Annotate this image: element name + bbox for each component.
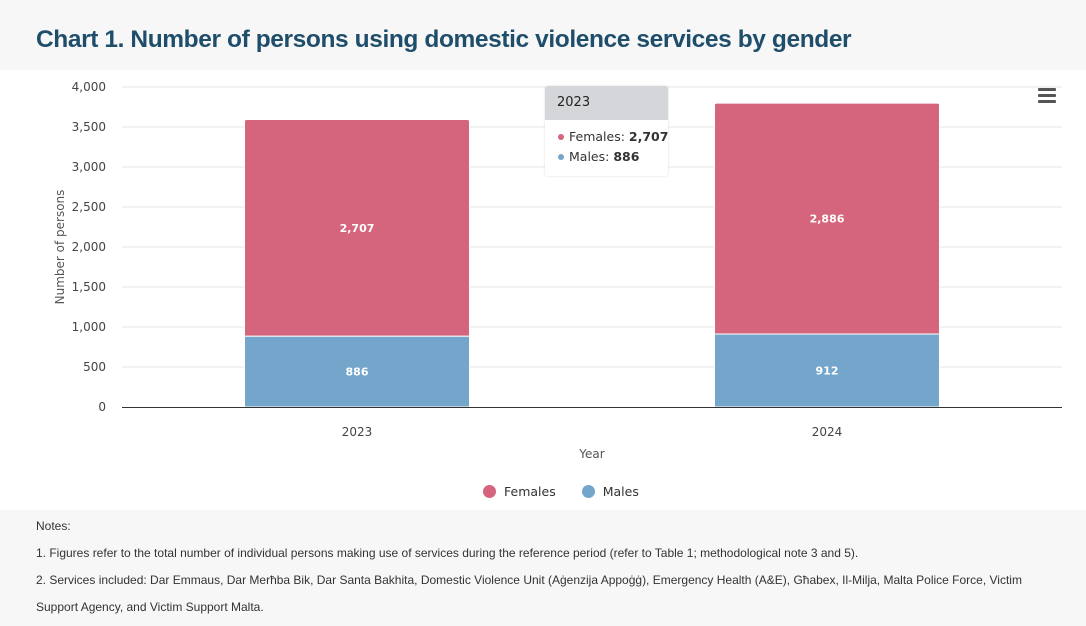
x-axis-ticks: 2023 2024	[342, 425, 843, 439]
tooltip-value: 2,707	[628, 129, 669, 144]
tooltip-label: Females:	[569, 129, 629, 144]
tooltip: 2023 Females: 2,707 Males: 886	[545, 86, 668, 176]
legend-item-males[interactable]: Males	[581, 484, 639, 499]
legend-label: Males	[602, 484, 639, 499]
tooltip-header: 2023	[545, 86, 668, 120]
y-tick-label: 0	[98, 400, 106, 414]
y-tick-label: 2,000	[72, 240, 106, 254]
males-legend-icon	[581, 485, 595, 498]
bar-females-2023[interactable]	[244, 119, 470, 337]
chart-menu-button[interactable]	[1036, 88, 1058, 108]
chart-legend: Females Males	[483, 484, 639, 499]
y-tick-label: 1,000	[72, 320, 106, 334]
y-axis-label: Number of persons	[53, 190, 67, 305]
data-label: 2,886	[810, 213, 845, 226]
bar-males-2023[interactable]	[244, 335, 470, 408]
tooltip-value: 886	[613, 149, 640, 164]
tooltip-row-males: Males: 886	[545, 147, 668, 167]
y-tick-label: 500	[83, 360, 106, 374]
y-tick-label: 2,500	[72, 200, 106, 214]
y-tick-label: 1,500	[72, 280, 106, 294]
data-label: 912	[816, 365, 839, 378]
y-axis-ticks: 0 500 1,000 1,500 2,000 2,500 3,000 3,500 4,000	[72, 80, 106, 414]
bars: 886 2,707 912 2,886	[244, 102, 940, 408]
x-axis-label: Year	[578, 447, 604, 461]
notes-heading: Notes:	[36, 519, 71, 533]
chart-container: 0 500 1,000 1,500 2,000 2,500 3,000 3,500 4,000 …	[0, 70, 1086, 510]
legend-item-females[interactable]: Females	[483, 484, 556, 499]
females-legend-icon	[483, 485, 496, 498]
x-tick-label: 2024	[812, 425, 843, 439]
chart-title: Chart 1. Number of persons using domesti…	[36, 26, 852, 53]
legend-label: Females	[504, 484, 556, 499]
tooltip-label: Males:	[569, 149, 614, 164]
x-tick-label: 2023	[342, 425, 373, 439]
females-dot-icon	[558, 133, 564, 140]
notes-section: Notes: 1. Figures refer to the total num…	[36, 513, 1066, 621]
y-tick-label: 3,000	[72, 160, 106, 174]
males-dot-icon	[558, 153, 564, 160]
hamburger-menu-icon	[1036, 88, 1058, 103]
tooltip-row-females: Females: 2,707	[545, 127, 668, 147]
stacked-bar-chart: 05001,0001,5002,0002,5003,0003,5004,000 …	[53, 80, 1062, 461]
data-label: 2,707	[340, 222, 375, 235]
y-tick-label: 3,500	[72, 120, 106, 134]
note-2: 2. Services included: Dar Emmaus, Dar Me…	[36, 573, 1022, 614]
y-tick-label: 4,000	[72, 80, 106, 94]
note-1: 1. Figures refer to the total number of …	[36, 546, 859, 560]
bar-males-2024[interactable]	[714, 333, 940, 408]
bar-females-2024[interactable]	[714, 102, 940, 335]
data-label: 886	[346, 366, 369, 379]
